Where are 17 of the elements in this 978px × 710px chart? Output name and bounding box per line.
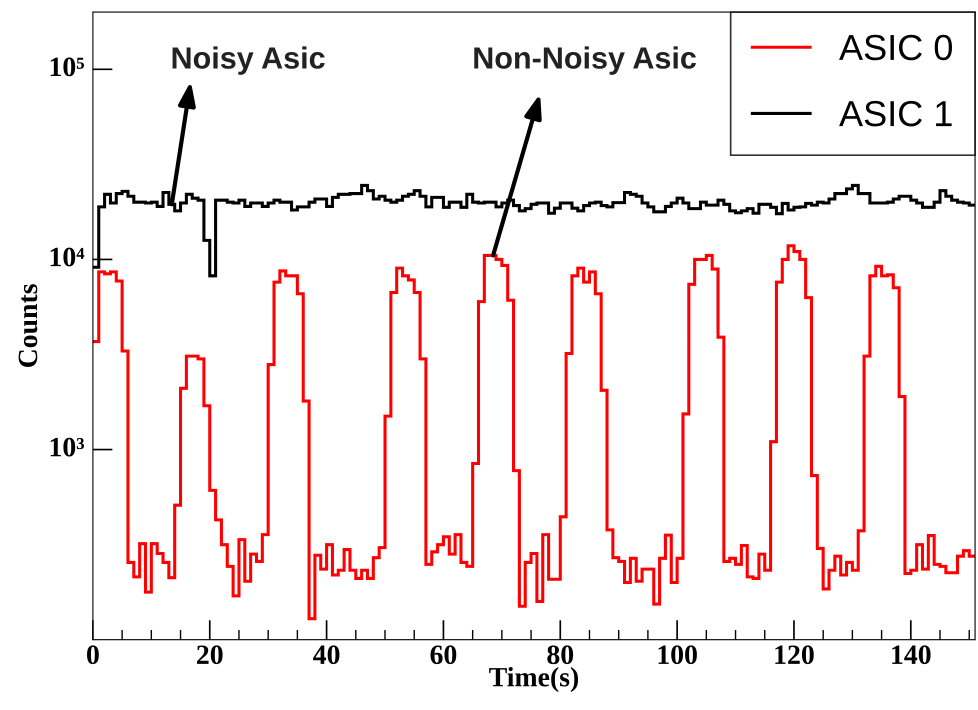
- y-tick-label: 10³: [50, 438, 84, 457]
- x-tick-label: 100: [658, 645, 697, 664]
- y-axis-title: Counts: [18, 284, 38, 367]
- x-axis-title: Time(s): [489, 666, 578, 692]
- x-tick-label: 40: [313, 645, 340, 664]
- x-tick-label: 60: [430, 645, 456, 664]
- x-tick-label: 20: [197, 645, 223, 664]
- x-tick-label: 140: [892, 645, 931, 664]
- x-tick-label: 120: [775, 645, 814, 664]
- annotation: Noisy Asic: [172, 46, 325, 75]
- y-tick-label: 10⁵: [50, 58, 84, 76]
- annotation: Non-Noisy Asic: [474, 46, 696, 75]
- legend-label: ASIC 1: [839, 100, 952, 126]
- x-tick-label: 80: [547, 645, 574, 664]
- x-tick-label: 0: [87, 645, 99, 664]
- y-tick-label: 10⁴: [50, 248, 84, 266]
- legend-label: ASIC 0: [839, 34, 952, 60]
